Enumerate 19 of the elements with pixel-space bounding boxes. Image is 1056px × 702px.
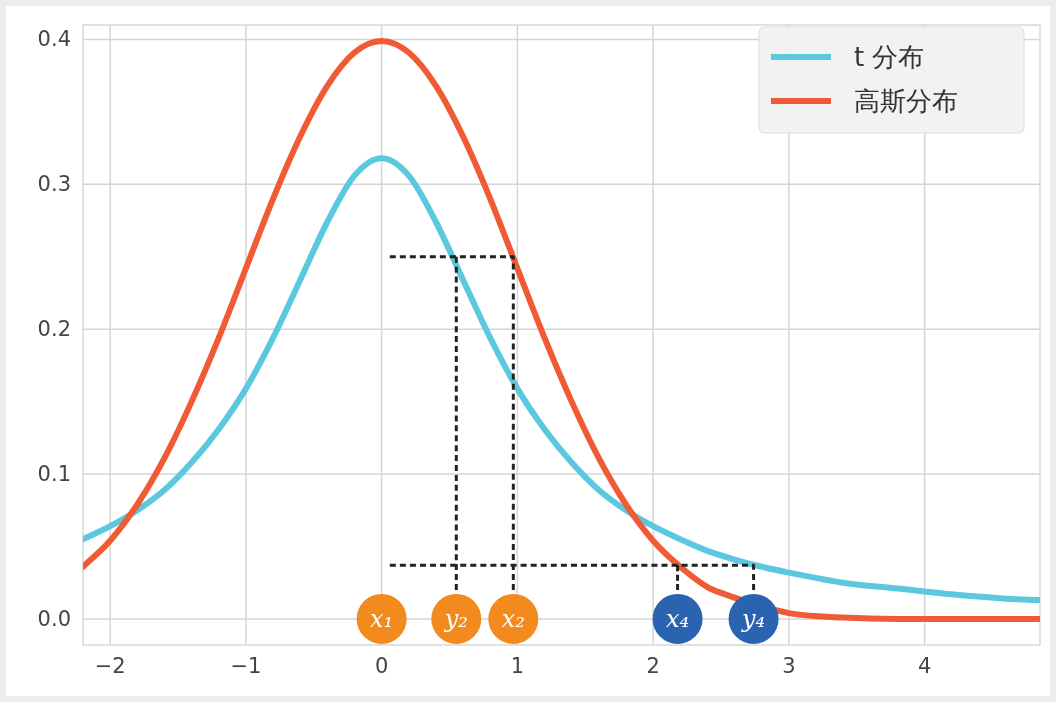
y-tick-label: 0.1 [37, 462, 71, 487]
data-label: x₂ [501, 604, 525, 633]
x-tick-label: −1 [230, 654, 262, 678]
x-tick-label: 4 [917, 654, 932, 678]
y-tick-label: 0.3 [37, 172, 71, 197]
y-tick-label: 0.2 [37, 317, 71, 342]
legend-label: t 分布 [854, 42, 925, 72]
x-tick-label: 0 [374, 654, 389, 678]
legend-label: 高斯分布 [854, 86, 958, 116]
x-tick-label: 1 [510, 654, 525, 678]
y-tick-label: 0.4 [37, 27, 71, 52]
x-tick-label: −2 [94, 654, 126, 678]
y-tick-label: 0.0 [37, 606, 71, 631]
x-tick-label: 3 [782, 654, 796, 678]
data-label: x₁ [370, 604, 394, 633]
data-label: y₂ [443, 604, 468, 633]
data-label: x₄ [665, 604, 690, 633]
data-label: y₄ [740, 604, 766, 633]
x-tick-label: 2 [646, 654, 660, 678]
